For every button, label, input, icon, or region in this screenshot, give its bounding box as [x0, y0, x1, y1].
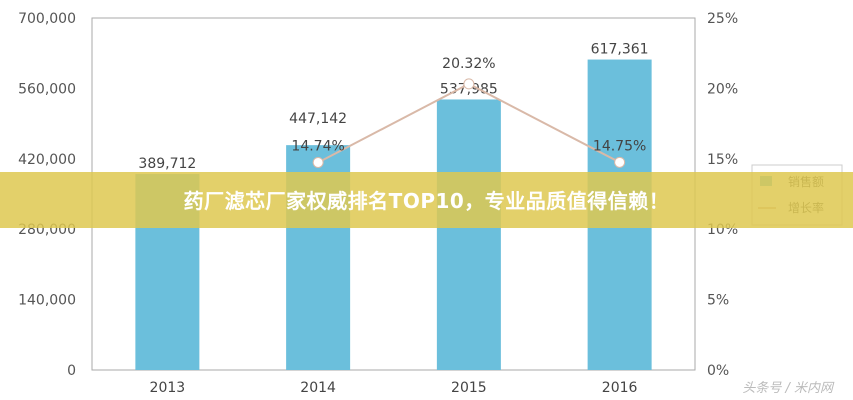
right-tick-label: 25%: [707, 11, 738, 27]
title-banner: 药厂滤芯厂家权威排名TOP10，专业品质值得信赖！: [0, 172, 853, 228]
right-tick-label: 5%: [707, 293, 729, 309]
right-tick-label: 15%: [707, 152, 738, 168]
watermark: 头条号 / 米内网: [742, 381, 833, 396]
left-tick-label: 420,000: [18, 152, 76, 168]
right-tick-label: 0%: [707, 363, 729, 379]
growth-label: 14.74%: [291, 138, 344, 154]
title-banner-text: 药厂滤芯厂家权威排名TOP10，专业品质值得信赖！: [183, 188, 670, 213]
x-tick-label: 2014: [300, 380, 336, 396]
bar-label-2016: 617,361: [591, 42, 649, 58]
growth-label: 20.32%: [442, 56, 495, 72]
x-tick-label: 2016: [602, 380, 638, 396]
growth-label: 14.75%: [593, 138, 646, 154]
x-tick-label: 2013: [150, 380, 186, 396]
growth-point: [463, 78, 475, 90]
x-tick-label: 2015: [451, 380, 487, 396]
right-tick-label: 20%: [707, 81, 738, 97]
growth-point: [312, 156, 324, 168]
left-tick-label: 560,000: [18, 81, 76, 97]
bar-label-2013: 389,712: [138, 156, 196, 172]
left-tick-label: 0: [67, 363, 76, 379]
growth-point: [614, 156, 626, 168]
left-tick-label: 700,000: [18, 11, 76, 27]
bar-2015: [436, 99, 501, 370]
bar-label-2015: 537,985: [440, 81, 498, 97]
bar-label-2014: 447,142: [289, 111, 347, 127]
left-tick-label: 140,000: [18, 293, 76, 309]
